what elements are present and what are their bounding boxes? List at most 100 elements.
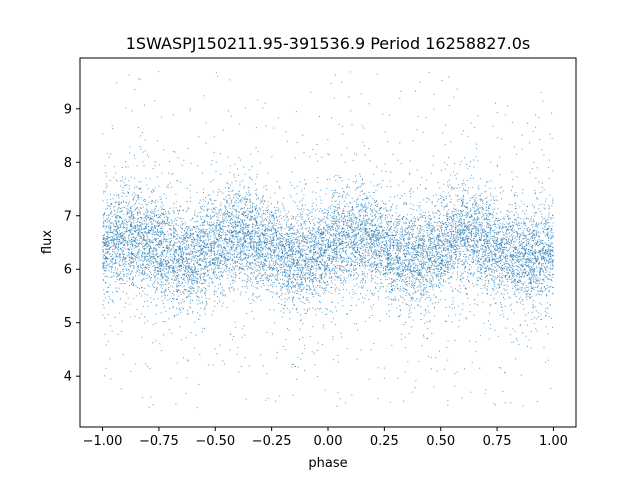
data-point (282, 235, 284, 237)
data-point (486, 247, 488, 249)
data-point (206, 266, 208, 268)
data-point (126, 280, 128, 282)
data-point (384, 245, 386, 247)
data-point (423, 244, 424, 246)
data-point (490, 193, 492, 195)
data-point (368, 298, 370, 300)
data-point (173, 226, 175, 228)
data-point (483, 231, 485, 233)
data-point (287, 226, 289, 228)
data-point (250, 242, 252, 244)
data-point (273, 264, 275, 266)
data-point (233, 226, 235, 228)
data-point (298, 264, 300, 266)
data-point (467, 276, 469, 278)
data-point (235, 202, 237, 204)
data-point (140, 267, 142, 268)
data-point (272, 281, 274, 283)
data-point (119, 233, 121, 235)
data-point (500, 245, 502, 247)
data-point (174, 259, 176, 261)
data-point (377, 238, 379, 240)
data-point (296, 307, 298, 309)
data-point (116, 290, 117, 292)
data-point (405, 322, 407, 323)
data-point (273, 215, 275, 216)
data-point (297, 229, 298, 231)
data-point (111, 276, 113, 278)
data-point (511, 235, 513, 237)
data-point (296, 263, 297, 265)
data-point (169, 308, 170, 309)
data-point (256, 282, 258, 284)
data-point (371, 233, 373, 235)
data-point (346, 185, 348, 187)
data-point (520, 248, 522, 250)
data-point (342, 195, 344, 197)
data-point (545, 221, 547, 223)
data-point (125, 302, 127, 304)
data-point (382, 266, 384, 268)
data-point (197, 244, 199, 246)
data-point (422, 276, 424, 278)
data-point (191, 281, 193, 283)
data-point (111, 204, 113, 205)
data-point (478, 277, 480, 278)
data-point (455, 242, 457, 243)
data-point (329, 255, 331, 256)
data-point (136, 254, 138, 256)
data-point (133, 222, 135, 224)
data-point (189, 107, 191, 109)
data-point (412, 252, 414, 254)
data-point (294, 291, 296, 293)
data-point (202, 248, 204, 249)
data-point (161, 261, 163, 263)
data-point (371, 292, 373, 294)
data-point (495, 266, 497, 268)
data-point (452, 272, 454, 274)
data-point (543, 274, 545, 276)
data-point (115, 216, 117, 218)
data-point (321, 276, 323, 278)
data-point (436, 225, 438, 227)
data-point (210, 264, 212, 266)
data-point (381, 226, 383, 227)
data-point (161, 228, 163, 229)
data-point (333, 264, 335, 266)
data-point (520, 259, 522, 261)
data-point (345, 219, 346, 221)
data-point (158, 273, 160, 275)
data-point (115, 276, 117, 278)
data-point (490, 245, 492, 247)
data-point (414, 267, 416, 269)
data-point (434, 230, 435, 232)
data-point (284, 228, 286, 230)
data-point (103, 221, 104, 223)
data-point (441, 201, 443, 203)
data-point (390, 241, 391, 243)
data-point (272, 252, 274, 254)
data-point (319, 276, 321, 278)
data-point (113, 214, 115, 216)
data-point (260, 274, 262, 276)
data-point (272, 274, 273, 276)
data-point (320, 247, 322, 249)
data-point (206, 254, 208, 255)
data-point (238, 267, 240, 269)
data-point (528, 272, 529, 274)
data-point (185, 265, 187, 267)
data-point (333, 243, 334, 245)
data-point (123, 263, 125, 264)
data-point (433, 228, 435, 230)
data-point (470, 245, 472, 247)
data-point (176, 262, 178, 264)
data-point (499, 226, 501, 228)
data-point (426, 321, 428, 323)
data-point (531, 224, 533, 226)
data-point (376, 283, 378, 285)
data-point (538, 316, 540, 317)
data-point (331, 277, 333, 279)
data-point (385, 279, 387, 281)
data-point (498, 280, 500, 282)
data-point (499, 251, 501, 252)
